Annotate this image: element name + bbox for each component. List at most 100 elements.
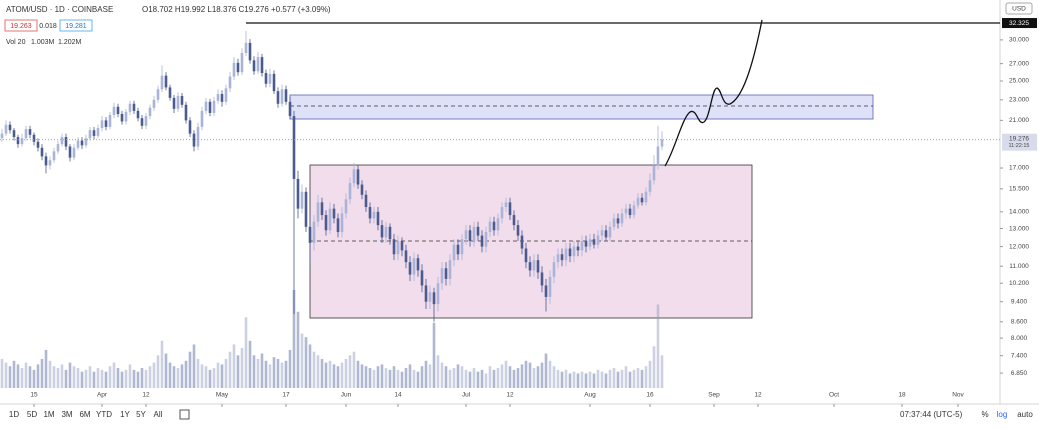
candle-body [0,133,4,139]
volume-bar [648,360,652,388]
ask: 19.281 [65,23,87,30]
volume-bar [444,366,448,388]
candle-body [56,144,60,152]
ask-box[interactable] [59,19,93,32]
y-tick-label: 23.000 [1009,97,1029,104]
bid-box[interactable] [4,19,38,32]
candle-body [560,254,564,261]
volume-bar [592,373,596,388]
x-tick-label: Jul [462,392,471,399]
candle-body [152,99,156,108]
candle-body [656,146,660,166]
candle-body [204,101,208,111]
volume-bar [476,371,480,388]
candle-body [624,208,628,214]
price-line-tag [1002,18,1037,29]
volume-bar [296,311,300,388]
volume-bar [152,362,156,388]
candle-body [396,241,400,255]
volume-bar [504,360,508,388]
price-line-label: 32.325 [1009,20,1029,27]
volume-bar [160,340,164,388]
volume-bar [628,371,632,388]
candle-body [76,140,80,148]
candle-body [352,169,356,184]
volume-bar [124,369,128,388]
candle-body [156,89,160,100]
x-tick-label: 12 [506,392,514,399]
volume-bar [56,368,60,388]
candle-body [324,215,328,231]
y-tick-label: 17.000 [1009,165,1029,172]
volume-bar [288,349,292,388]
x-tick-label: 18 [898,392,906,399]
candle-body [288,101,292,117]
scale-option[interactable]: log [997,410,1008,419]
volume-bar [316,355,320,388]
volume-bar [600,371,604,388]
volume-bar [596,369,600,388]
range-button[interactable]: 5Y [136,410,146,419]
range-button[interactable]: 1D [9,410,19,419]
candle-body [532,260,536,271]
candle-body [456,244,460,255]
candle-body [272,73,276,92]
volume-bar [636,368,640,388]
range-button[interactable]: 1Y [120,410,130,419]
x-tick-label: Sep [708,392,720,399]
candle-body [468,230,472,242]
currency-box[interactable] [1005,2,1033,15]
x-tick-label: Apr [97,392,108,399]
range-button[interactable]: 1M [43,410,54,419]
candle-body [308,226,312,243]
volume-bar [32,369,36,388]
volume-bar [360,364,364,388]
range-button[interactable]: 3M [61,410,72,419]
range-button[interactable]: All [154,410,163,419]
volume-bar [348,355,352,388]
volume-bar [528,362,532,388]
volume-bar [572,371,576,388]
candle-body [276,91,280,104]
volume-bar [336,366,340,388]
volume-bar [468,371,472,388]
scale-option[interactable]: % [981,410,988,419]
candle-body [528,262,532,271]
volume-bar [660,355,664,388]
volume-bar [396,369,400,388]
volume-bar [244,317,248,388]
volume-bar [188,351,192,388]
candle-body [424,285,428,302]
x-tick-label: Oct [829,392,839,399]
range-button[interactable]: 6M [79,410,90,419]
candle-body [80,140,84,146]
y-tick-label: 6.850 [1011,370,1028,377]
volume-bar [24,362,28,388]
volume-bar [400,371,404,388]
range-button[interactable]: YTD [96,410,112,419]
candle-body [552,262,556,277]
scale-option[interactable]: auto [1017,410,1033,419]
candle-body [224,88,228,102]
candle-body [40,147,44,157]
candle-body [92,130,96,136]
candle-body [384,226,388,238]
candle-body [592,239,596,245]
candle-body [476,226,480,236]
y-tick-label: 21.000 [1009,117,1029,124]
y-tick-label: 27.000 [1009,60,1029,67]
volume-bar [364,366,368,388]
volume-bar [272,357,276,388]
volume-bar [652,346,656,388]
volume-bar [644,366,648,388]
volume-bar [4,362,8,388]
date-range-icon[interactable] [179,409,190,420]
volume-bar [260,353,264,388]
volume-bar [436,355,440,388]
candle-body [312,221,316,243]
candle-body [196,126,200,147]
range-button[interactable]: 5D [27,410,37,419]
volume-bar [144,369,148,388]
candle-body [536,260,540,273]
candle-layer [0,31,664,322]
